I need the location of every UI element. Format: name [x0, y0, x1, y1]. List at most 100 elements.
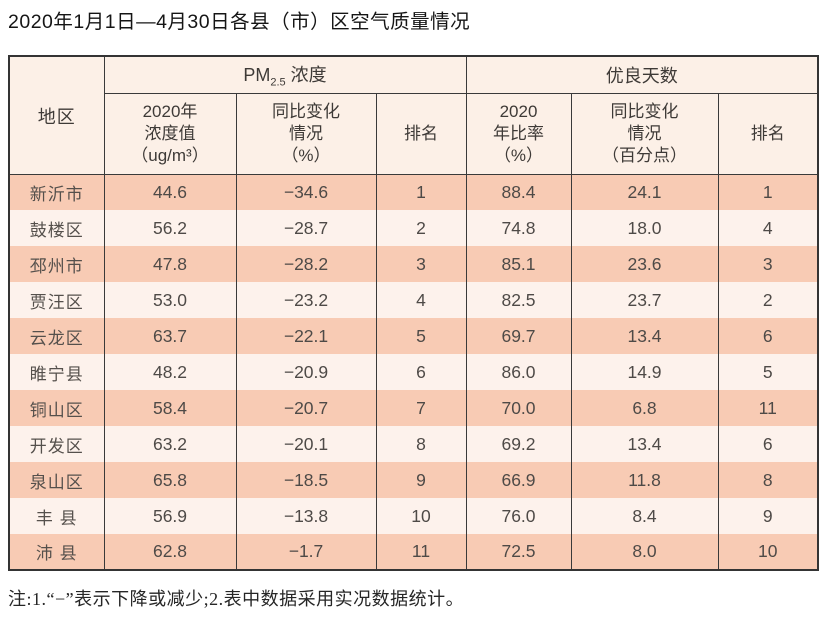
column-group-pm25: PM2.5 浓度 [103, 56, 467, 94]
good-rank-cell: 1 [717, 174, 819, 211]
good-rank-cell: 9 [717, 498, 819, 535]
column-header-pm-change: 同比变化 情况 （%） [235, 93, 377, 175]
region-cell: 睢宁县 [8, 354, 105, 391]
pm-change-cell: −23.2 [235, 282, 377, 319]
page-title: 2020年1月1日—4月30日各县（市）区空气质量情况 [8, 11, 471, 33]
pm-rank-cell: 5 [375, 318, 467, 355]
group-header-row: 地区 PM2.5 浓度 优良天数 [8, 56, 819, 175]
region-cell: 丰 县 [8, 498, 105, 535]
good-rate-cell: 74.8 [465, 210, 572, 247]
good-rate-cell: 69.2 [465, 426, 572, 463]
pm-value-cell: 62.8 [103, 534, 237, 571]
good-change-cell: 13.4 [570, 318, 719, 355]
table-row: 鼓楼区 56.2 −28.7 2 74.8 18.0 4 [8, 210, 819, 247]
pm25-label-subscript: 2.5 [270, 76, 286, 89]
region-cell: 贾汪区 [8, 282, 105, 319]
column-header-pm-rank: 排名 [375, 93, 467, 175]
good-change-cell: 6.8 [570, 390, 719, 427]
region-cell: 开发区 [8, 426, 105, 463]
pm-value-cell: 63.2 [103, 426, 237, 463]
good-rank-cell: 5 [717, 354, 819, 391]
pm25-label-prefix: PM [243, 65, 271, 86]
footnote: 注:1.“−”表示下降或减少;2.表中数据采用实况数据统计。 [8, 589, 465, 610]
good-change-cell: 13.4 [570, 426, 719, 463]
good-rank-cell: 10 [717, 534, 819, 571]
column-header-good-rate: 2020 年比率 （%） [465, 93, 572, 175]
pm-change-cell: −20.7 [235, 390, 377, 427]
pm-change-cell: −28.2 [235, 246, 377, 283]
good-change-cell: 23.7 [570, 282, 719, 319]
pm-rank-cell: 10 [375, 498, 467, 535]
good-rate-cell: 76.0 [465, 498, 572, 535]
good-rank-cell: 6 [717, 318, 819, 355]
pm-rank-cell: 3 [375, 246, 467, 283]
good-rank-cell: 3 [717, 246, 819, 283]
good-rate-cell: 82.5 [465, 282, 572, 319]
air-quality-table: 地区 PM2.5 浓度 优良天数 2020年 浓度值 （ug/m³） 同比变化 … [8, 55, 820, 572]
column-header-good-rank: 排名 [717, 93, 819, 175]
good-change-cell: 23.6 [570, 246, 719, 283]
pm-rank-cell: 6 [375, 354, 467, 391]
pm-value-cell: 63.7 [103, 318, 237, 355]
good-rate-cell: 88.4 [465, 174, 572, 211]
table-row: 睢宁县 48.2 −20.9 6 86.0 14.9 5 [8, 354, 819, 391]
table-row: 新沂市 44.6 −34.6 1 88.4 24.1 1 [8, 174, 819, 211]
good-change-cell: 18.0 [570, 210, 719, 247]
region-cell: 新沂市 [8, 174, 105, 211]
table-row: 云龙区 63.7 −22.1 5 69.7 13.4 6 [8, 318, 819, 355]
column-header-pm-value: 2020年 浓度值 （ug/m³） [103, 93, 237, 175]
pm-change-cell: −1.7 [235, 534, 377, 571]
good-change-cell: 14.9 [570, 354, 719, 391]
pm-value-cell: 56.9 [103, 498, 237, 535]
pm-rank-cell: 9 [375, 462, 467, 499]
pm-change-cell: −20.9 [235, 354, 377, 391]
pm-value-cell: 47.8 [103, 246, 237, 283]
pm-change-cell: −13.8 [235, 498, 377, 535]
pm-value-cell: 65.8 [103, 462, 237, 499]
pm-change-cell: −28.7 [235, 210, 377, 247]
good-rate-cell: 66.9 [465, 462, 572, 499]
column-group-good-days: 优良天数 [465, 56, 819, 94]
pm-rank-cell: 11 [375, 534, 467, 571]
pm-change-cell: −20.1 [235, 426, 377, 463]
region-cell: 铜山区 [8, 390, 105, 427]
pm-value-cell: 48.2 [103, 354, 237, 391]
region-cell: 邳州市 [8, 246, 105, 283]
pm-rank-cell: 1 [375, 174, 467, 211]
good-rank-cell: 4 [717, 210, 819, 247]
good-rate-cell: 72.5 [465, 534, 572, 571]
pm-change-cell: −22.1 [235, 318, 377, 355]
good-rate-cell: 85.1 [465, 246, 572, 283]
table-body: 新沂市 44.6 −34.6 1 88.4 24.1 1 鼓楼区 56.2 −28.7 2 74.8 1… [8, 174, 819, 571]
pm-value-cell: 53.0 [103, 282, 237, 319]
table-header: 地区 PM2.5 浓度 优良天数 2020年 浓度值 （ug/m³） 同比变化 … [8, 56, 819, 175]
table-row: 开发区 63.2 −20.1 8 69.2 13.4 6 [8, 426, 819, 463]
table-row: 沛 县 62.8 −1.7 11 72.5 8.0 10 [8, 534, 819, 571]
pm-rank-cell: 8 [375, 426, 467, 463]
pm-rank-cell: 7 [375, 390, 467, 427]
good-change-cell: 11.8 [570, 462, 719, 499]
region-cell: 沛 县 [8, 534, 105, 571]
good-change-cell: 8.4 [570, 498, 719, 535]
region-cell: 鼓楼区 [8, 210, 105, 247]
pm-value-cell: 44.6 [103, 174, 237, 211]
good-rank-cell: 8 [717, 462, 819, 499]
region-cell: 泉山区 [8, 462, 105, 499]
pm-rank-cell: 4 [375, 282, 467, 319]
table-row: 贾汪区 53.0 −23.2 4 82.5 23.7 2 [8, 282, 819, 319]
table-row: 邳州市 47.8 −28.2 3 85.1 23.6 3 [8, 246, 819, 283]
table-row: 泉山区 65.8 −18.5 9 66.9 11.8 8 [8, 462, 819, 499]
good-rank-cell: 2 [717, 282, 819, 319]
pm25-label-suffix: 浓度 [285, 65, 327, 86]
good-rank-cell: 11 [717, 390, 819, 427]
good-rank-cell: 6 [717, 426, 819, 463]
table-row: 铜山区 58.4 −20.7 7 70.0 6.8 11 [8, 390, 819, 427]
table-row: 丰 县 56.9 −13.8 10 76.0 8.4 9 [8, 498, 819, 535]
good-rate-cell: 70.0 [465, 390, 572, 427]
sub-header-row: 2020年 浓度值 （ug/m³） 同比变化 情况 （%） 排名 2020 年比… [9, 93, 819, 175]
pm-value-cell: 56.2 [103, 210, 237, 247]
column-header-region: 地区 [8, 56, 105, 175]
good-rate-cell: 69.7 [465, 318, 572, 355]
pm-change-cell: −18.5 [235, 462, 377, 499]
